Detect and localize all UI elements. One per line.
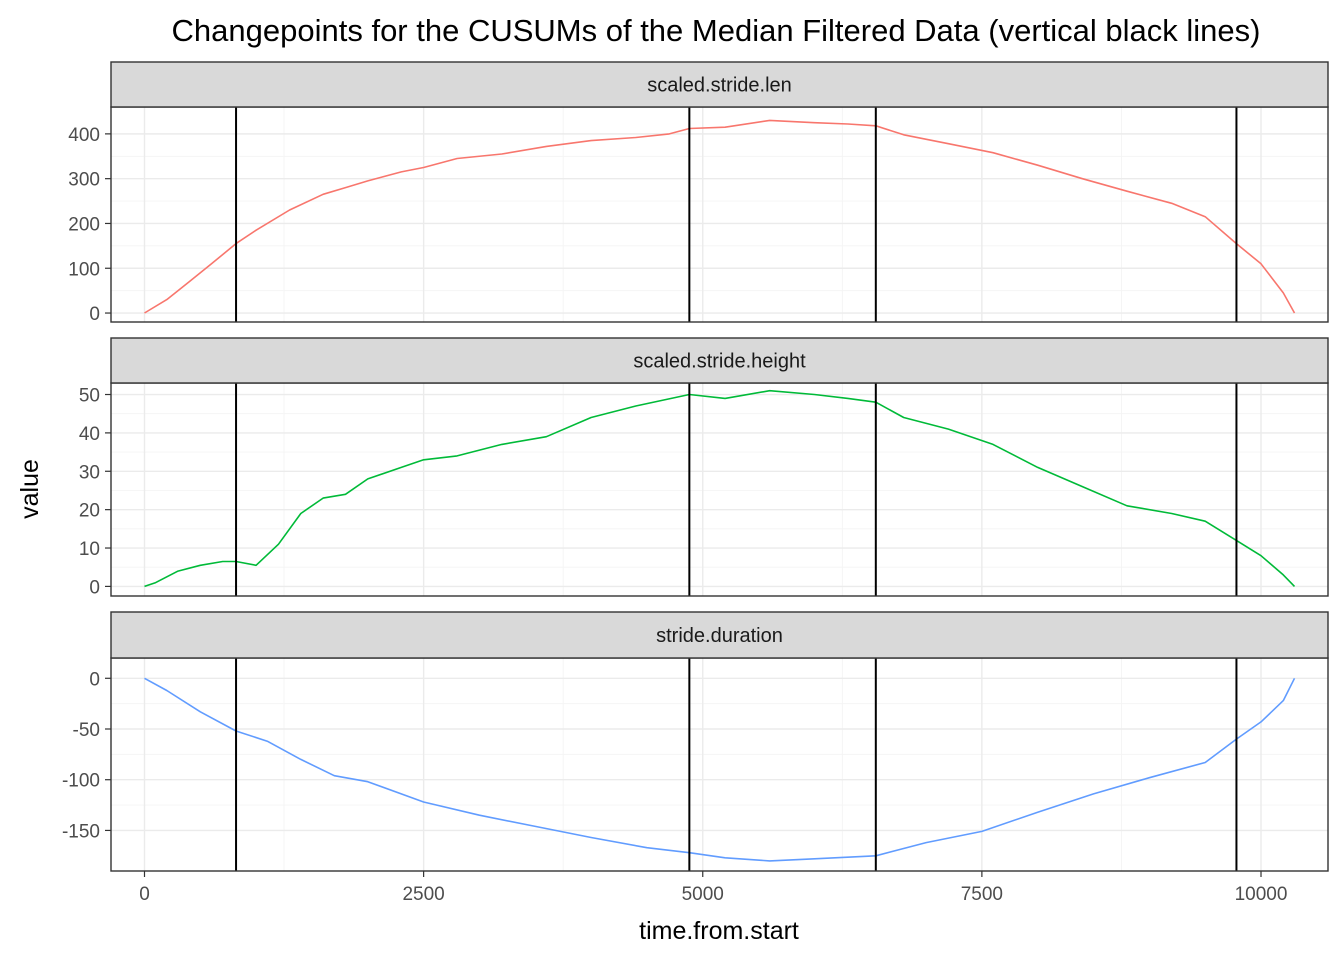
panel-background <box>111 107 1328 322</box>
y-tick-label: 0 <box>89 669 100 690</box>
facet-scaled-stride-height: 0 10 20 30 40 50 scaled.stride.height <box>79 337 1329 598</box>
x-tick-label: 5000 <box>682 884 724 905</box>
facet-strip <box>110 61 1329 108</box>
series-line-stride-duration <box>144 677 1296 862</box>
chart-title: Changepoints for the CUSUMs of the Media… <box>172 13 1261 48</box>
y-tick-label: 50 <box>79 386 100 407</box>
x-tick-label: 0 <box>139 884 150 905</box>
facet-scaled-stride-len: 0 100 200 300 400 scaled.stride.len <box>68 61 1329 325</box>
y-tick-label: 100 <box>68 259 100 280</box>
y-tick-label: 200 <box>68 214 100 235</box>
panel-background <box>111 658 1328 871</box>
y-tick-label: -100 <box>62 771 100 792</box>
facet-strip <box>110 611 1329 659</box>
facet-strip-label: stride.duration <box>656 625 783 647</box>
facet-strip <box>110 337 1329 384</box>
facet-stride-duration: 0 -50 -100 -150 stride.duration <box>62 611 1329 872</box>
y-tick-label: 0 <box>89 304 100 325</box>
panel-background <box>111 383 1328 596</box>
facet-strip-label: scaled.stride.height <box>633 351 806 373</box>
y-tick-label: 0 <box>89 577 100 598</box>
y-axis-title: value <box>16 459 44 519</box>
y-tick-label: 20 <box>79 501 100 522</box>
x-tick-label: 2500 <box>402 884 444 905</box>
y-tick-label: 10 <box>79 539 100 560</box>
y-tick-label: -150 <box>62 821 100 842</box>
series-line-scaled-stride-len <box>144 119 1296 314</box>
y-tick-label: 30 <box>79 462 100 483</box>
y-tick-label: 40 <box>79 424 100 445</box>
x-tick-label: 7500 <box>961 884 1003 905</box>
facet-panels: 0 100 200 300 400 scaled.stride.len 0 10 20 30 40 5… <box>62 61 1329 872</box>
facet-strip-label: scaled.stride.len <box>647 75 792 97</box>
series-line-scaled-stride-height <box>144 389 1296 588</box>
x-tick-label: 10000 <box>1235 884 1288 905</box>
x-axis-title: time.from.start <box>639 917 799 945</box>
y-tick-label: 400 <box>68 125 100 146</box>
y-tick-label: 300 <box>68 170 100 191</box>
x-axis: 0 2500 5000 7500 10000 <box>139 871 1287 905</box>
y-tick-label: -50 <box>73 720 100 741</box>
